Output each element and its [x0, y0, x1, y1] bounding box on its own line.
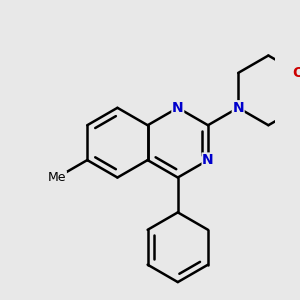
Text: N: N: [232, 101, 244, 115]
Text: O: O: [292, 66, 300, 80]
Text: N: N: [172, 101, 184, 115]
Text: N: N: [202, 153, 214, 167]
Text: Me: Me: [48, 171, 66, 184]
